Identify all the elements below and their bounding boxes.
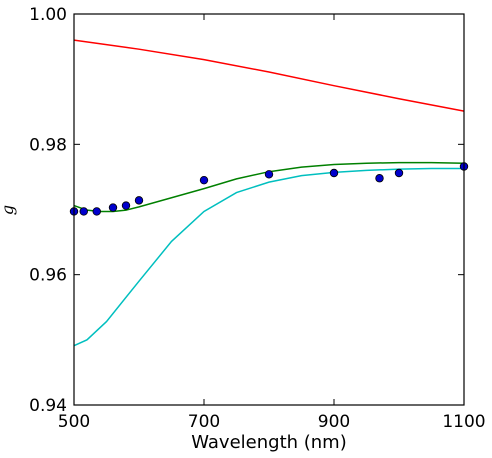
- series-line-1: [73, 161, 465, 213]
- series-line-2: [73, 167, 464, 347]
- series-line-0: [73, 39, 465, 112]
- y-tick-label: 0.96: [29, 266, 67, 286]
- data-point-9: [375, 174, 384, 183]
- y-tick-label: 0.98: [29, 135, 67, 155]
- x-tick-label: 900: [318, 412, 350, 432]
- data-point-6: [199, 175, 209, 185]
- data-point-1: [79, 207, 88, 216]
- data-point-5: [134, 196, 144, 205]
- y-tick-label: 1.00: [29, 5, 67, 25]
- x-axis-label: Wavelength (nm): [191, 432, 347, 453]
- y-tick-label: 0.94: [29, 396, 67, 416]
- plot-frame: [73, 13, 465, 406]
- series-layer: [69, 39, 469, 347]
- data-point-2: [92, 207, 101, 216]
- y-axis-label: g: [0, 205, 17, 215]
- data-point-7: [264, 170, 274, 179]
- data-point-8: [329, 168, 339, 178]
- ticks-layer: 500 700 900 1100 0.94 0.96 0.98 1.00: [29, 5, 485, 432]
- data-point-10: [394, 168, 404, 178]
- x-tick-label: 1100: [442, 412, 485, 432]
- data-point-4: [121, 201, 131, 210]
- x-tick-label: 500: [58, 412, 90, 432]
- x-tick-label: 700: [188, 412, 220, 432]
- data-point-3: [108, 203, 118, 212]
